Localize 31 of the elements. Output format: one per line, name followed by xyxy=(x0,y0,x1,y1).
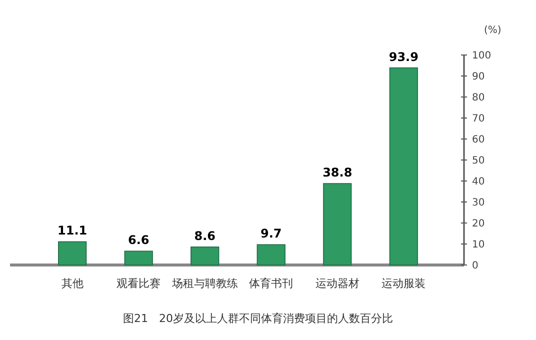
data-label: 93.9 xyxy=(388,50,418,64)
data-label: 9.7 xyxy=(260,226,282,241)
y-tick-label: 90 xyxy=(472,72,485,82)
bar xyxy=(58,241,87,266)
data-label: 38.8 xyxy=(322,166,352,180)
data-label: 11.1 xyxy=(58,224,88,238)
x-tick-label: 其他 xyxy=(61,277,84,290)
x-tick-label: 运动器材 xyxy=(315,277,360,290)
bar xyxy=(124,250,153,266)
data-label: 8.6 xyxy=(194,228,216,243)
bar xyxy=(323,183,352,266)
y-tick-label: 40 xyxy=(472,176,485,188)
y-tick-label: 60 xyxy=(472,134,485,146)
y-tick-label: 100 xyxy=(472,50,492,62)
x-tick-label: 场租与聘教练 xyxy=(170,277,238,290)
y-tick-label: 70 xyxy=(472,114,485,124)
y-tick-label: 80 xyxy=(472,92,485,104)
bar xyxy=(190,246,220,266)
x-tick-label: 体育书刊 xyxy=(249,277,294,290)
data-label: 6.6 xyxy=(128,233,150,248)
bar xyxy=(256,244,286,266)
bar xyxy=(389,67,418,266)
y-tick-label: 0 xyxy=(472,260,478,272)
y-tick-label: 30 xyxy=(472,198,485,208)
y-axis-title: (%) xyxy=(484,25,502,36)
y-tick-label: 50 xyxy=(472,156,485,166)
y-tick-label: 10 xyxy=(472,240,485,250)
x-tick-label: 观看比赛 xyxy=(116,277,161,290)
x-tick-label: 运动服装 xyxy=(382,277,426,290)
text: 图21 20岁及以上人群不同体育消费项目的人数百分比 xyxy=(123,312,393,325)
y-tick-label: 20 xyxy=(472,218,485,230)
